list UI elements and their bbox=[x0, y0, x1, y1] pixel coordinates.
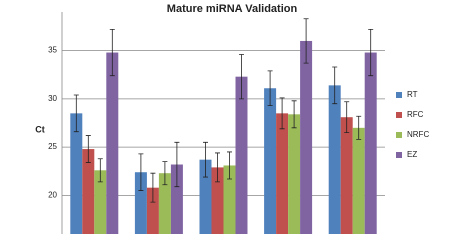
bar bbox=[276, 113, 289, 234]
legend-swatch bbox=[396, 152, 402, 158]
error-bar bbox=[215, 152, 220, 183]
error-bar bbox=[97, 158, 103, 183]
bar bbox=[340, 117, 353, 234]
bar bbox=[134, 172, 147, 234]
error-bar bbox=[227, 151, 232, 180]
bar bbox=[364, 52, 377, 234]
y-tick-label: 25 bbox=[48, 142, 57, 151]
bar bbox=[94, 170, 107, 234]
legend-label: NRFC bbox=[407, 130, 429, 139]
bar bbox=[158, 173, 171, 234]
bar bbox=[146, 187, 159, 234]
legend-label: EZ bbox=[407, 150, 417, 159]
error-bar bbox=[73, 94, 79, 133]
bar bbox=[170, 164, 183, 234]
bar bbox=[288, 114, 301, 234]
y-tick-label: 35 bbox=[48, 46, 57, 55]
error-bar bbox=[267, 70, 273, 107]
error-bar bbox=[344, 101, 350, 134]
error-bar bbox=[332, 66, 338, 105]
chart: Mature miRNA Validation Ct 20 25 30 35 RT RFC… bbox=[35, 3, 429, 234]
bar bbox=[199, 159, 212, 234]
error-bar bbox=[85, 135, 91, 163]
y-tick-label: 30 bbox=[48, 94, 57, 103]
bar bbox=[264, 88, 277, 234]
error-bar bbox=[174, 141, 180, 188]
error-bar bbox=[203, 141, 208, 178]
error-bar bbox=[279, 97, 285, 130]
y-tick-label: 20 bbox=[48, 191, 57, 200]
error-bar bbox=[291, 100, 297, 129]
error-bar bbox=[356, 115, 362, 140]
legend-label: RFC bbox=[407, 110, 424, 119]
bar bbox=[82, 149, 95, 234]
legend-swatch bbox=[396, 112, 402, 118]
error-bar bbox=[303, 18, 309, 64]
bar bbox=[235, 76, 248, 234]
error-bar bbox=[368, 28, 374, 77]
bar bbox=[70, 113, 83, 234]
bar bbox=[106, 52, 119, 234]
bar bbox=[223, 165, 236, 234]
error-bar bbox=[239, 54, 244, 100]
error-bar bbox=[150, 172, 156, 203]
bar bbox=[328, 85, 341, 234]
bar bbox=[352, 127, 365, 234]
error-bar bbox=[138, 153, 144, 191]
legend-swatch bbox=[396, 92, 402, 98]
bar bbox=[300, 40, 313, 234]
legend-swatch bbox=[396, 132, 402, 138]
chart-title: Mature miRNA Validation bbox=[167, 3, 298, 15]
bar bbox=[211, 167, 224, 234]
legend-label: RT bbox=[407, 90, 418, 99]
error-bar bbox=[109, 28, 115, 77]
error-bar bbox=[162, 161, 168, 186]
y-axis-label: Ct bbox=[35, 124, 45, 134]
page: {"chart_data": {"type": "bar", "title": … bbox=[35, 2, 430, 234]
